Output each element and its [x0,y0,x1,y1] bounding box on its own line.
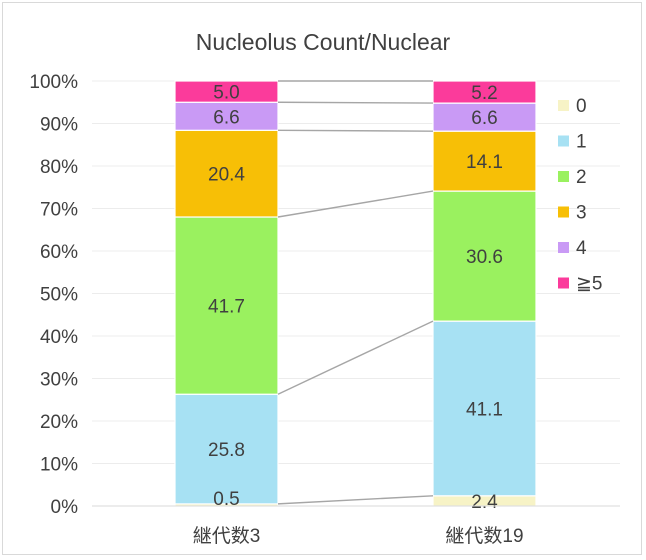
bars [174,80,537,507]
bar-segment [174,80,279,103]
legend-label: 4 [576,238,587,259]
data-label: 5.0 [213,83,239,104]
data-label: 2.4 [471,492,498,513]
y-tick-label: 50% [40,285,78,306]
data-label: 20.4 [208,165,245,186]
series-line [277,190,434,218]
legend-label: ≧5 [576,274,603,295]
x-axis-labels: 継代数3 継代数19 [92,505,620,547]
series-line [277,101,434,104]
bar-segment [174,129,279,218]
y-tick-label: 20% [40,412,78,433]
legend-swatch [558,206,569,218]
legend-label: 2 [576,167,587,188]
data-label: 41.7 [208,297,245,318]
legend-swatch [558,277,569,289]
data-label: 25.8 [208,440,245,461]
data-label: 41.1 [466,399,503,420]
bar-segment [432,102,537,132]
y-tick-label: 90% [40,115,78,136]
legend-label: 1 [576,132,587,153]
series-line [277,129,434,132]
data-label: 6.6 [213,107,239,128]
bar-segment [174,101,279,131]
gridlines [92,80,620,507]
y-tick-label: 60% [40,242,78,263]
bar-segment [174,216,279,395]
bar-segment [432,320,537,497]
bar-segment [432,130,537,192]
data-label: 0.5 [213,489,239,510]
y-tick-label: 10% [40,455,78,476]
series-lines [277,80,434,505]
y-tick-label: 0% [51,497,79,518]
chart-title: Nucleolus Count/Nuclear [196,29,451,55]
legend-swatch [558,100,569,111]
data-label: 14.1 [466,152,503,173]
bar-segment [432,80,537,104]
data-label: 30.6 [466,247,503,268]
data-label: 6.6 [471,108,497,129]
x-tick-label: 継代数19 [445,525,523,547]
bar-segment [432,190,537,322]
x-tick-label: 継代数3 [193,525,261,547]
legend: 0 1 2 3 4 ≧5 [558,96,603,295]
y-tick-label: 100% [29,72,78,93]
legend-swatch [558,135,569,147]
series-line [277,495,434,505]
y-tick-label: 70% [40,200,78,221]
legend-swatch [558,242,569,253]
legend-swatch [558,171,569,182]
legend-label: 0 [576,96,587,117]
series-line [277,320,434,395]
y-tick-label: 40% [40,327,78,348]
y-axis-ticks: 0% 10% 20% 30% 40% 50% 60% 70% 80% 90% 100% [29,72,78,518]
y-tick-label: 80% [40,157,78,178]
y-tick-label: 30% [40,370,78,391]
data-label: 5.2 [471,83,497,104]
bar-segment [174,393,279,505]
legend-label: 3 [576,203,587,224]
data-labels: 0.5 25.8 41.7 20.4 6.6 5.0 2.4 41.1 30.6 14.1 6.6 5… [208,83,503,513]
